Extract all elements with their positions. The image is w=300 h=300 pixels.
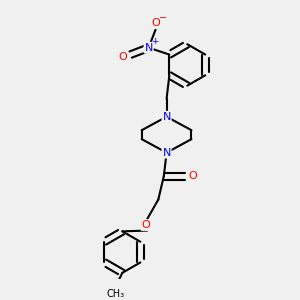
Text: N: N [144,43,153,53]
Text: O: O [188,171,197,181]
Text: CH₃: CH₃ [106,289,124,299]
Text: +: + [151,37,158,46]
Text: O: O [142,220,150,230]
Text: N: N [162,148,171,158]
Text: N: N [162,112,171,122]
Text: −: − [159,13,167,23]
Text: O: O [118,52,127,62]
Text: O: O [151,18,160,28]
